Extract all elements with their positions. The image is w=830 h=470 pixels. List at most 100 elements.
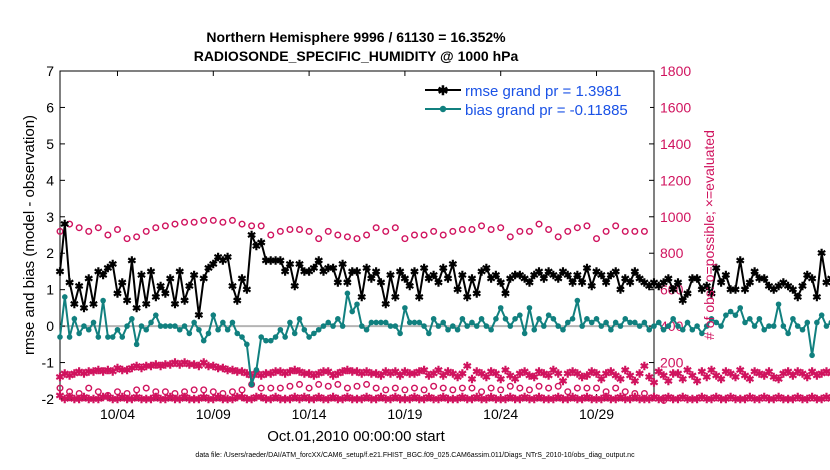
- rmse-marker: ✱: [755, 274, 764, 286]
- rmse-marker: ✱: [376, 277, 385, 289]
- obs-evaluated-marker: ✱: [118, 365, 127, 377]
- obs-evaluated-marker: ✱: [506, 392, 515, 404]
- obs-evaluated-marker: ✱: [587, 394, 596, 406]
- rmse-marker: ✱: [520, 274, 529, 286]
- obs-evaluated-marker: ✱: [530, 372, 539, 384]
- rmse-marker: ✱: [736, 256, 745, 268]
- bias-marker: [440, 319, 447, 326]
- obs-evaluated-marker: ✱: [185, 394, 194, 406]
- rmse-marker: ✱: [242, 285, 251, 297]
- rmse-marker: ✱: [352, 266, 361, 278]
- y-tick-label: 7: [46, 63, 54, 79]
- obs-evaluated-marker: ✱: [367, 368, 376, 380]
- obs-evaluated-marker: ✱: [798, 368, 807, 380]
- bias-marker: [61, 294, 68, 300]
- obs-evaluated-marker: ✱: [113, 363, 122, 375]
- obs-possible-marker: [324, 227, 332, 235]
- obs-evaluated-marker: ✱: [448, 394, 457, 406]
- bias-marker: [684, 319, 691, 326]
- obs-evaluated-marker: ✱: [769, 372, 778, 384]
- bias-marker: [349, 308, 356, 315]
- obs-evaluated-marker: ✱: [429, 368, 438, 380]
- bias-marker: [320, 323, 327, 329]
- bias-marker: [751, 323, 758, 329]
- bias-marker: [598, 323, 605, 329]
- obs-possible-marker: [612, 384, 620, 392]
- rmse-marker: ✱: [70, 299, 79, 311]
- rmse-marker: ✱: [582, 263, 591, 275]
- obs-evaluated-marker: ✱: [290, 365, 299, 377]
- bias-marker: [603, 319, 609, 326]
- obs-evaluated-marker: ✱: [568, 392, 577, 404]
- bias-marker: [95, 334, 102, 340]
- obs-evaluated-marker: ✱: [563, 368, 572, 380]
- x-tick-label: 10/04: [100, 406, 135, 422]
- obs-evaluated-marker: ✱: [750, 394, 759, 406]
- obs-possible-marker: [458, 384, 466, 392]
- obs-evaluated-marker: ✱: [539, 368, 548, 380]
- rmse-marker: ✱: [386, 270, 395, 282]
- y2-tick-label: 1200: [660, 172, 691, 188]
- rmse-marker: ✱: [233, 296, 242, 308]
- obs-evaluated-marker: ✱: [654, 367, 663, 379]
- bias-marker: [263, 337, 269, 344]
- obs-evaluated-marker: ✱: [616, 392, 625, 404]
- obs-evaluated-marker: ✱: [755, 394, 764, 406]
- bias-marker: [478, 316, 485, 322]
- obs-evaluated-marker: ✱: [774, 392, 783, 404]
- obs-evaluated-marker: ✱: [549, 394, 558, 406]
- bias-marker: [267, 337, 274, 344]
- bias-marker: [502, 316, 509, 322]
- obs-evaluated-marker: ✱: [146, 394, 155, 406]
- bias-marker: [129, 316, 135, 322]
- bias-marker: [138, 323, 145, 329]
- rmse-marker: ✱: [362, 263, 371, 275]
- bias-marker: [617, 323, 624, 329]
- obs-possible-marker: [324, 382, 332, 390]
- rmse-marker: ✱: [659, 277, 668, 289]
- obs-evaluated-marker: ✱: [510, 374, 519, 386]
- rmse-marker: ✱: [127, 256, 136, 268]
- obs-evaluated-marker: ✱: [223, 365, 232, 377]
- obs-evaluated-marker: ✱: [295, 367, 304, 379]
- bias-marker: [756, 316, 763, 322]
- rmse-marker: ✱: [237, 274, 246, 286]
- rmse-marker: ✱: [285, 259, 294, 271]
- obs-evaluated-marker: ✱: [544, 394, 553, 406]
- obs-possible-marker: [430, 227, 438, 235]
- bias-marker: [517, 312, 523, 318]
- obs-evaluated-marker: ✱: [276, 367, 285, 379]
- obs-possible-marker: [200, 386, 208, 394]
- bias-marker: [157, 323, 164, 329]
- obs-evaluated-marker: ✱: [199, 392, 208, 404]
- rmse-marker: ✱: [597, 270, 606, 282]
- obs-evaluated-marker: ✱: [391, 367, 400, 379]
- obs-evaluated-marker: ✱: [472, 392, 481, 404]
- bias-marker: [335, 316, 341, 322]
- bias-marker: [737, 305, 744, 311]
- obs-evaluated-marker: ✱: [166, 392, 175, 404]
- obs-evaluated-marker: ✱: [65, 370, 74, 382]
- bias-marker: [780, 323, 787, 329]
- obs-evaluated-marker: ✱: [817, 394, 826, 406]
- obs-evaluated-marker: ✱: [788, 394, 797, 406]
- obs-evaluated-marker: ✱: [673, 368, 682, 380]
- obs-evaluated-marker: ✱: [89, 394, 98, 406]
- bias-marker: [775, 301, 782, 308]
- obs-evaluated-marker: ✱: [817, 368, 826, 380]
- bias-marker: [675, 323, 681, 329]
- obs-evaluated-marker: ✱: [271, 367, 280, 379]
- obs-evaluated-marker: ✱: [55, 390, 64, 402]
- rmse-marker: ✱: [554, 274, 563, 286]
- obs-evaluated-marker: ✱: [558, 394, 567, 406]
- obs-possible-marker: [612, 222, 620, 230]
- rmse-marker: ✱: [467, 274, 476, 286]
- obs-possible-marker: [228, 216, 236, 224]
- obs-evaluated-marker: ✱: [726, 392, 735, 404]
- y-axis-label: rmse and bias (model - observation): [21, 115, 38, 355]
- obs-evaluated-marker: ✱: [309, 370, 318, 382]
- obs-evaluated-marker: ✱: [467, 394, 476, 406]
- obs-evaluated-marker: ✱: [592, 394, 601, 406]
- obs-evaluated-marker: ✱: [597, 374, 606, 386]
- obs-evaluated-marker: ✱: [477, 368, 486, 380]
